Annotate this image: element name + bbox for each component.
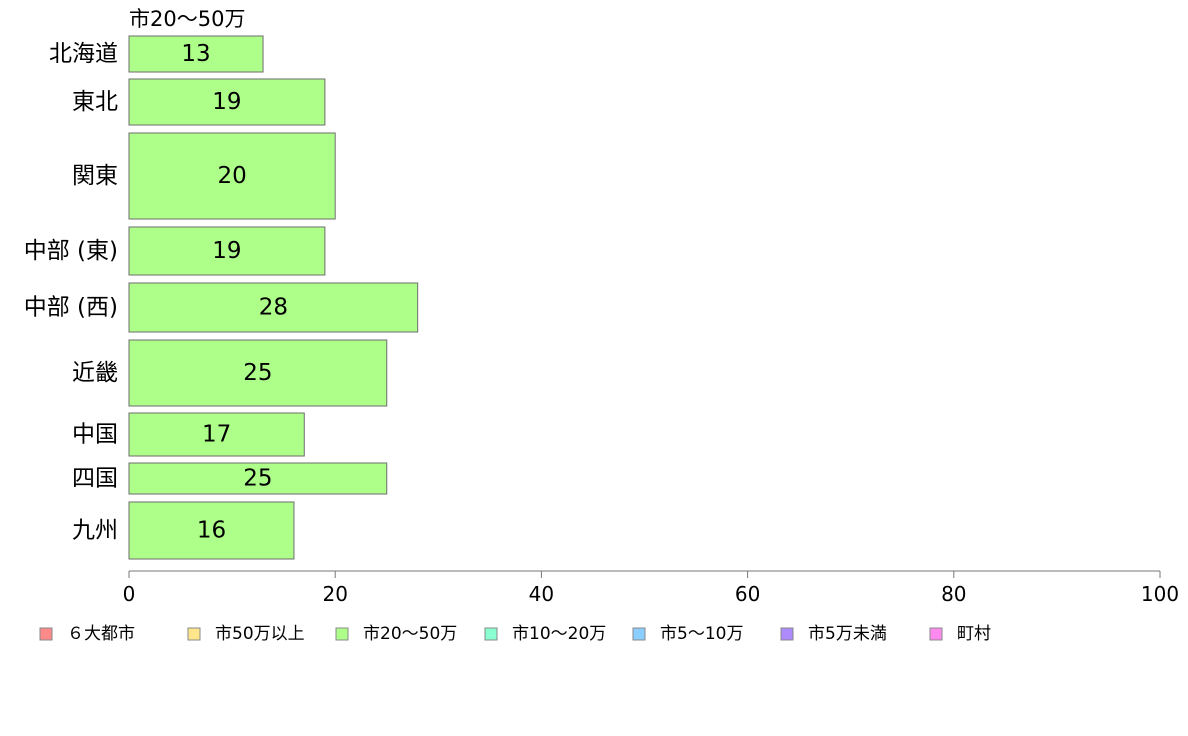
value-label: 25 (243, 360, 272, 386)
value-label: 20 (217, 163, 246, 189)
value-label: 17 (202, 422, 231, 448)
legend-swatch (335, 627, 349, 641)
legend-label: 市20〜50万 (363, 624, 457, 644)
legend-label: 市50万以上 (215, 624, 305, 644)
x-tick-label: 40 (529, 582, 554, 606)
x-tick-label: 100 (1141, 582, 1179, 606)
x-tick-label: 20 (322, 582, 347, 606)
category-label: 関東 (72, 163, 118, 189)
value-label: 25 (243, 466, 272, 492)
bar (128, 462, 388, 495)
legend-label: 市5万未満 (808, 624, 887, 644)
bar (128, 35, 264, 73)
legend-swatch (780, 627, 794, 641)
bar (128, 412, 305, 457)
value-label: 28 (259, 295, 288, 321)
category-label: 中国 (72, 422, 118, 448)
bar (128, 339, 388, 407)
category-label: 四国 (72, 466, 118, 492)
value-label: 19 (212, 89, 241, 115)
x-axis: 0 20 40 60 80 100 (123, 570, 1179, 606)
category-label: 九州 (72, 518, 118, 544)
panel-title: 市20〜50万 (129, 7, 245, 31)
legend-label: 市5〜10万 (660, 624, 743, 644)
legend-swatch (929, 627, 943, 641)
x-tick-label: 60 (735, 582, 760, 606)
bar (128, 501, 295, 560)
bar (128, 282, 419, 333)
legend-label: 町村 (957, 624, 991, 644)
legend-swatch (187, 627, 201, 641)
bar (128, 132, 336, 220)
category-label: 中部 (東) (24, 238, 118, 264)
bars (128, 35, 419, 560)
legend: ６大都市 市50万以上 市20〜50万 市10〜20万 市5〜10万 市5万未満 町村 (39, 624, 991, 644)
x-tick-label: 0 (123, 582, 136, 606)
legend-swatch (39, 627, 53, 641)
value-label: 19 (212, 238, 241, 264)
value-label: 13 (181, 41, 210, 67)
legend-label: 市10〜20万 (512, 624, 606, 644)
category-label: 中部 (西) (24, 295, 118, 321)
legend-label: ６大都市 (67, 624, 135, 644)
category-label: 東北 (72, 89, 118, 115)
bar (128, 78, 326, 126)
bar (128, 226, 326, 276)
x-tick-label: 80 (941, 582, 966, 606)
category-label: 近畿 (72, 360, 118, 386)
category-label: 北海道 (49, 41, 118, 67)
legend-swatch (484, 627, 498, 641)
legend-swatch (632, 627, 646, 641)
value-label: 16 (197, 518, 226, 544)
